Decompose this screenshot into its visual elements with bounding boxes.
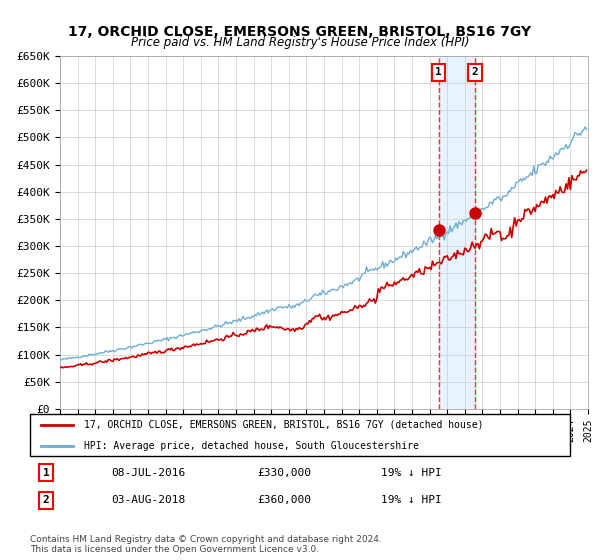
Text: 2: 2: [43, 496, 50, 506]
Text: 17, ORCHID CLOSE, EMERSONS GREEN, BRISTOL, BS16 7GY: 17, ORCHID CLOSE, EMERSONS GREEN, BRISTO…: [68, 25, 532, 39]
Text: 1: 1: [43, 468, 50, 478]
Text: 19% ↓ HPI: 19% ↓ HPI: [381, 468, 442, 478]
Text: 2: 2: [472, 67, 478, 77]
Text: 19% ↓ HPI: 19% ↓ HPI: [381, 496, 442, 506]
Text: HPI: Average price, detached house, South Gloucestershire: HPI: Average price, detached house, Sout…: [84, 441, 419, 451]
Bar: [439, 56, 475, 409]
Text: £330,000: £330,000: [257, 468, 311, 478]
Text: Contains HM Land Registry data © Crown copyright and database right 2024.
This d: Contains HM Land Registry data © Crown c…: [30, 535, 382, 554]
Text: 1: 1: [436, 67, 442, 77]
Text: Price paid vs. HM Land Registry's House Price Index (HPI): Price paid vs. HM Land Registry's House …: [131, 36, 469, 49]
Text: £360,000: £360,000: [257, 496, 311, 506]
Text: 08-JUL-2016: 08-JUL-2016: [111, 468, 185, 478]
FancyBboxPatch shape: [30, 414, 570, 456]
Text: 17, ORCHID CLOSE, EMERSONS GREEN, BRISTOL, BS16 7GY (detached house): 17, ORCHID CLOSE, EMERSONS GREEN, BRISTO…: [84, 420, 484, 430]
Text: 03-AUG-2018: 03-AUG-2018: [111, 496, 185, 506]
